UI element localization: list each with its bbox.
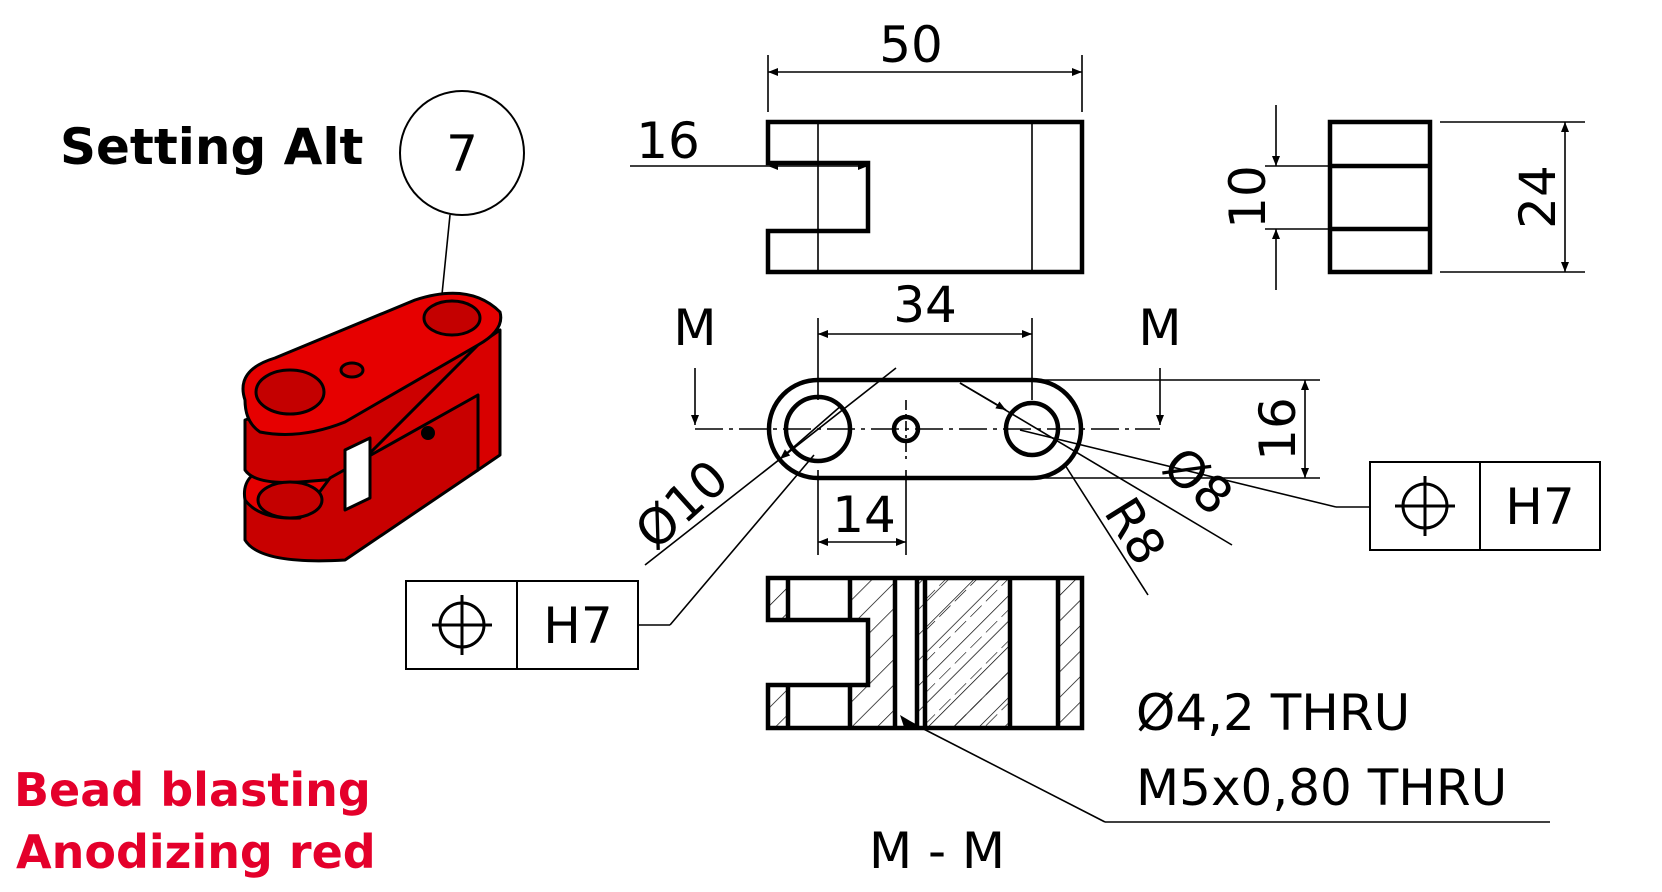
tolerance-frame-left: H7 bbox=[405, 454, 815, 670]
section-view: Ø4,2 THRU M5x0,80 THRU M - M bbox=[765, 575, 1550, 880]
front-view: 50 16 bbox=[630, 16, 1085, 275]
iso-hole-bottom bbox=[256, 480, 324, 520]
iso-hole-right bbox=[422, 299, 482, 337]
dim-hole-large: Ø10 bbox=[624, 449, 739, 561]
top-view: M M 34 16 14 Ø10 Ø8 R8 bbox=[624, 276, 1320, 596]
balloon-dot bbox=[421, 426, 435, 440]
iso-slot bbox=[343, 436, 372, 512]
part-title: Setting Alt bbox=[60, 118, 363, 176]
dim-slot-depth: 16 bbox=[636, 112, 700, 170]
finish-note-line1: Bead blasting bbox=[14, 763, 371, 817]
balloon-number: 7 bbox=[446, 125, 478, 183]
tolerance-frame-right: H7 bbox=[1019, 429, 1601, 551]
tolerance-value-left: H7 bbox=[543, 597, 612, 655]
position-icon bbox=[432, 595, 492, 655]
dim-hole-spacing: 34 bbox=[893, 276, 957, 334]
iso-hole-small bbox=[339, 361, 365, 379]
section-label-left: M bbox=[673, 299, 716, 357]
finish-note-line2: Anodizing red bbox=[16, 825, 376, 879]
iso-hole-left bbox=[254, 368, 326, 416]
hole-note-line2: M5x0,80 THRU bbox=[1136, 759, 1507, 817]
dim-center-offset: 14 bbox=[832, 486, 896, 544]
section-view-title: M - M bbox=[869, 822, 1005, 880]
dim-width: 16 bbox=[1249, 397, 1307, 461]
dim-end-radius: R8 bbox=[1093, 488, 1177, 575]
dim-slot-width: 10 bbox=[1219, 165, 1277, 229]
section-label-right: M bbox=[1138, 299, 1181, 357]
isometric-view bbox=[241, 291, 503, 563]
dim-height: 24 bbox=[1509, 165, 1567, 229]
position-icon bbox=[1395, 476, 1455, 536]
item-balloon: 7 bbox=[399, 90, 525, 434]
tolerance-value-right: H7 bbox=[1505, 478, 1574, 536]
dim-overall-length: 50 bbox=[879, 16, 943, 74]
side-view: 10 24 bbox=[1219, 105, 1585, 290]
hole-note-line1: Ø4,2 THRU bbox=[1136, 684, 1410, 742]
